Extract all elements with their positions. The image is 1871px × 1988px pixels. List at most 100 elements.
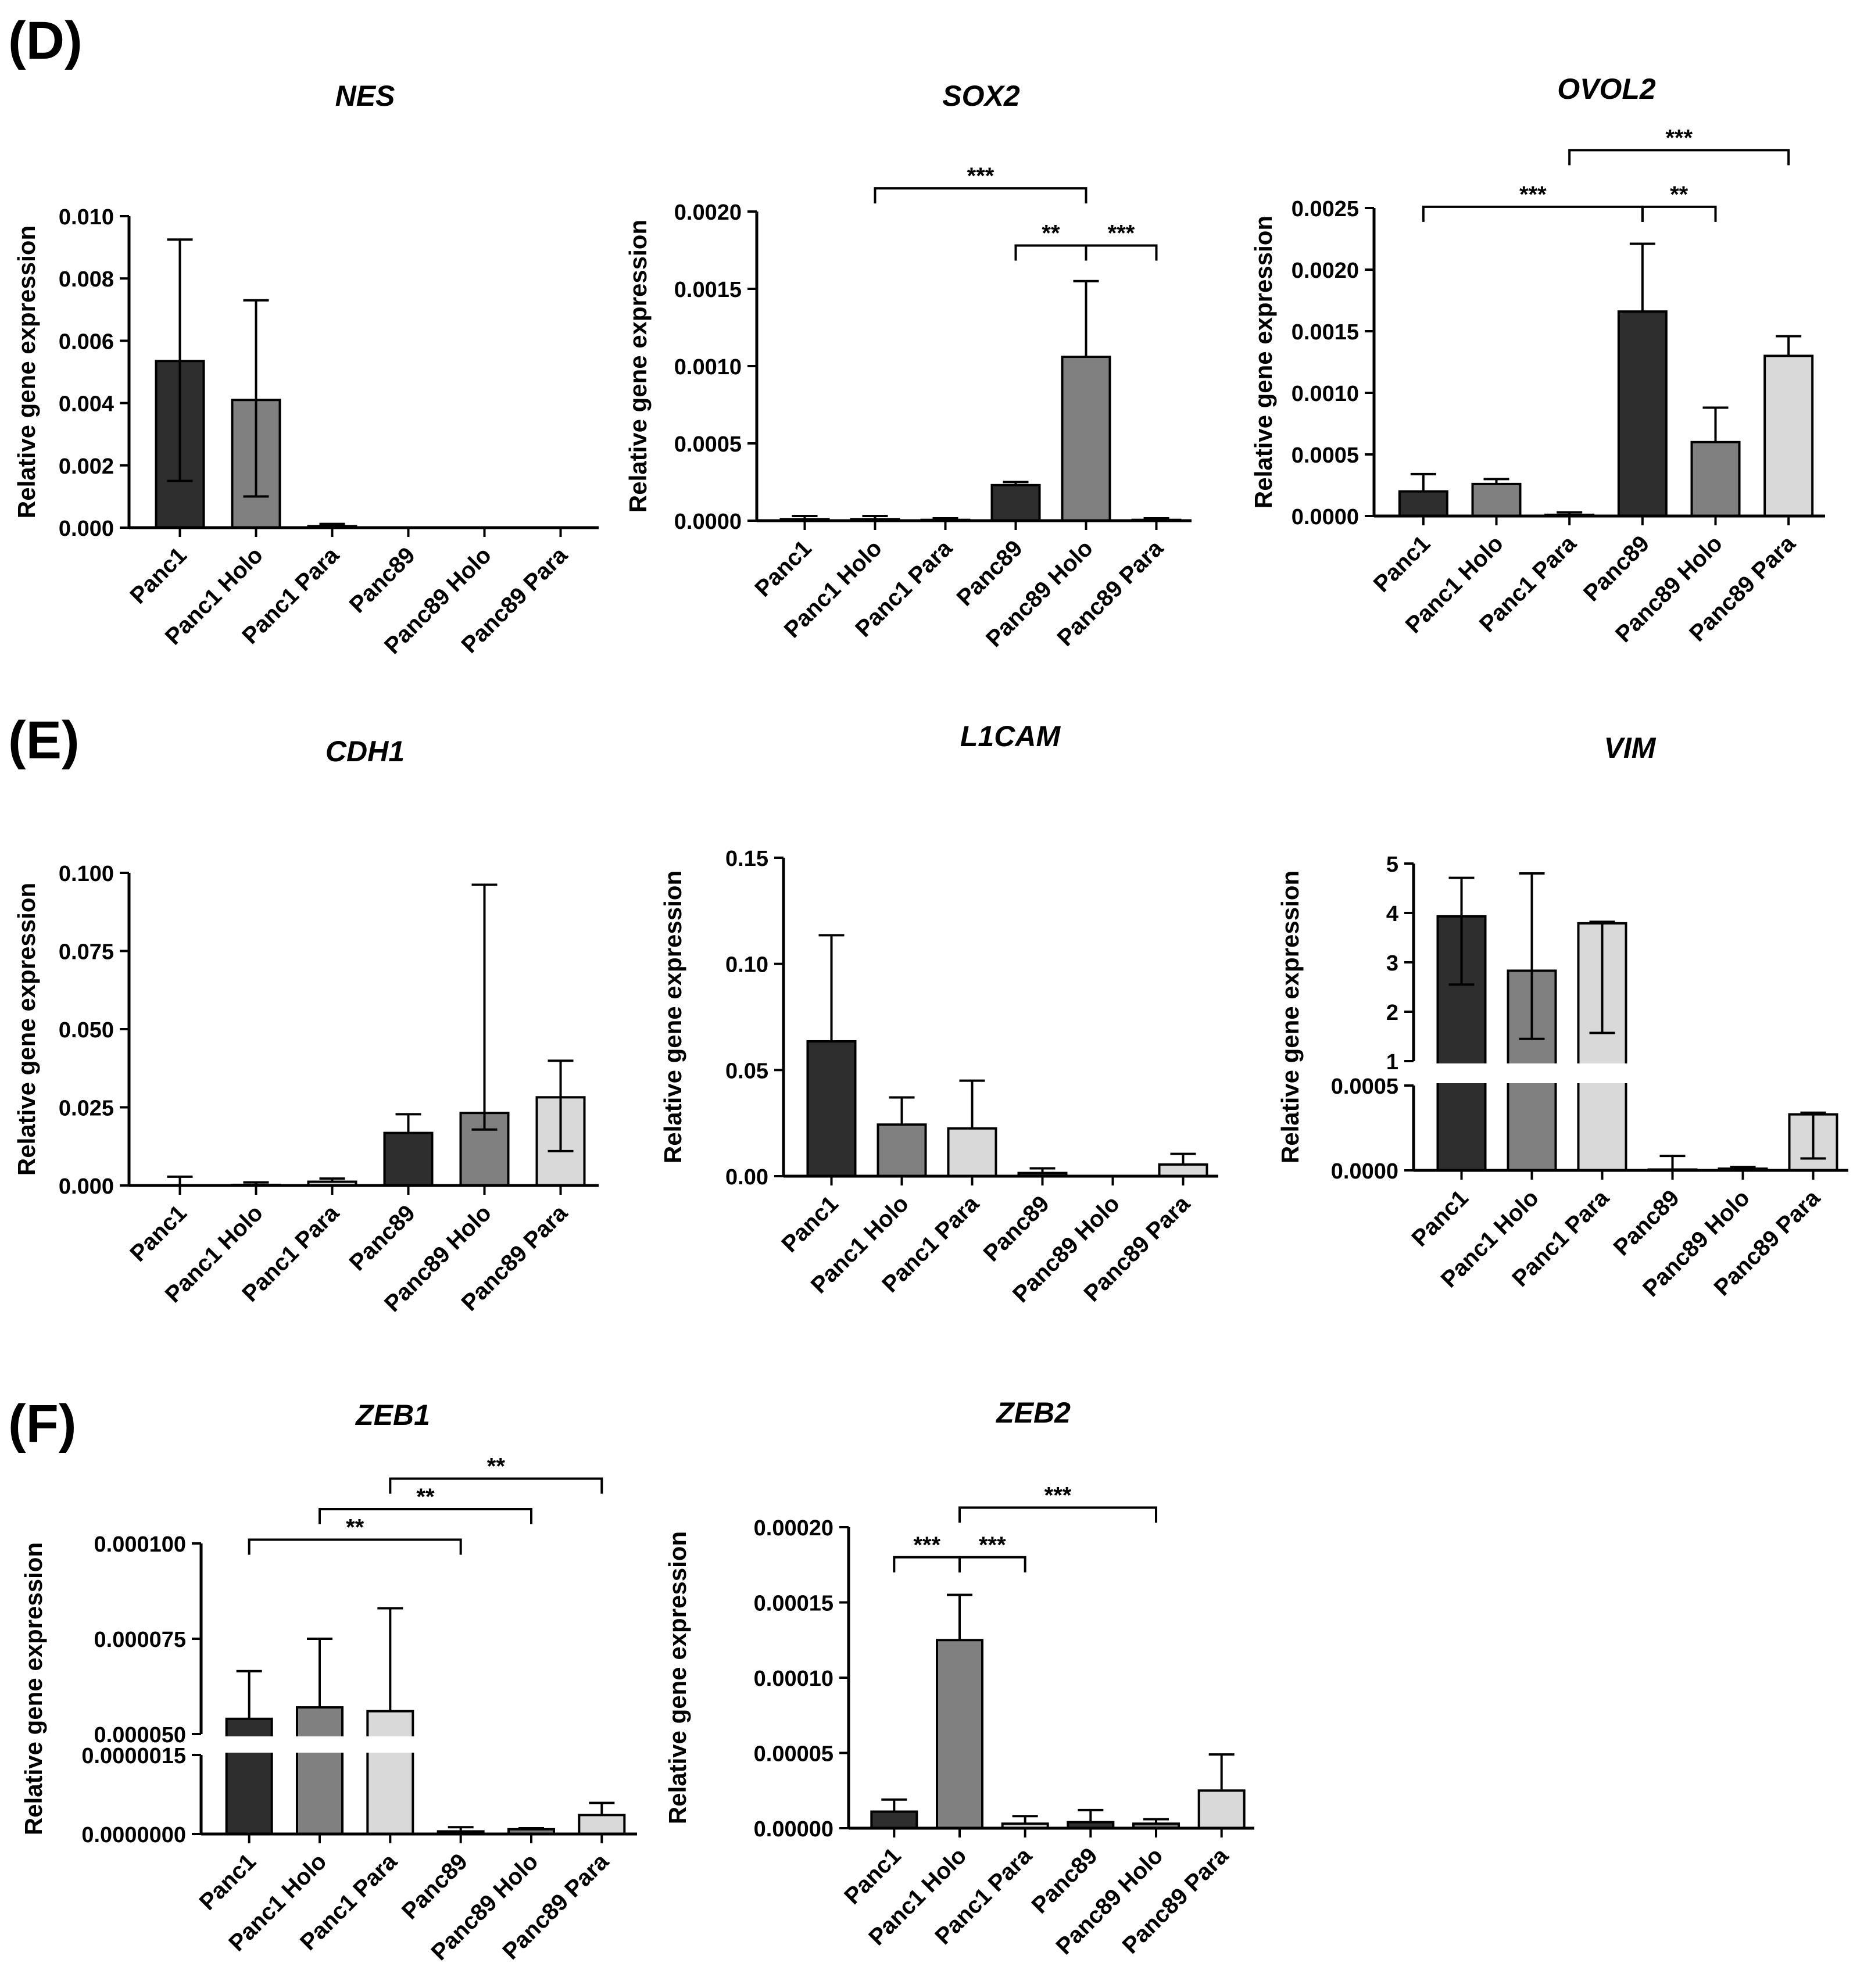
significance-bracket bbox=[1422, 205, 1644, 222]
y-tick-label: 0.0020 bbox=[1292, 259, 1359, 283]
significance-bracket bbox=[319, 1507, 532, 1524]
y-tick-label: 0.00005 bbox=[754, 1742, 833, 1767]
y-tick-label: 0.0010 bbox=[1292, 382, 1359, 406]
chart-zeb1: ZEB1 Relative gene expression 0.0000000 0.0… bbox=[20, 1399, 637, 1965]
y-tick-label: 0.0005 bbox=[1292, 443, 1359, 468]
chart-cdh1: CDH1 Relative gene expression 0.000 0.025 0.… bbox=[13, 735, 599, 1317]
chart-vim: VIM Relative gene expression 0.0000 0.00051… bbox=[1276, 732, 1848, 1302]
axis-break-gap bbox=[1405, 1063, 1848, 1083]
y-tick-label: 0.0010 bbox=[674, 355, 742, 379]
y-tick-label: 0.0005 bbox=[1331, 1074, 1398, 1099]
bar-panc89-para bbox=[1197, 1789, 1246, 1829]
y-axis-label: Relative gene expression bbox=[659, 871, 686, 1163]
bar-panc89 bbox=[383, 1131, 434, 1187]
significance-label: ** bbox=[1042, 221, 1060, 246]
y-axis-label: Relative gene expression bbox=[1250, 216, 1277, 508]
panel-label-e: (E) bbox=[8, 711, 80, 770]
significance-label: ** bbox=[346, 1514, 364, 1540]
x-tick-label: Panc89 bbox=[345, 1200, 420, 1276]
significance-label: *** bbox=[1044, 1482, 1072, 1508]
x-tick-label: Panc1 bbox=[1369, 531, 1435, 597]
y-tick-label: 0.100 bbox=[59, 862, 114, 886]
chart-l1cam: L1CAM Relative gene expression 0.00 0.05 0.1… bbox=[659, 720, 1218, 1308]
significance-label: *** bbox=[913, 1532, 940, 1558]
significance-bracket bbox=[248, 1538, 462, 1555]
x-tick-label: Panc1 bbox=[777, 1191, 843, 1257]
bar-panc89-holo bbox=[1061, 356, 1111, 522]
y-axis-label: Relative gene expression bbox=[13, 225, 40, 518]
y-tick-label: 5 bbox=[1386, 852, 1398, 877]
y-tick-label: 3 bbox=[1386, 951, 1398, 976]
bar-panc1-para bbox=[947, 1127, 997, 1178]
y-tick-label: 0.00015 bbox=[754, 1592, 833, 1616]
y-tick-label: 0.10 bbox=[725, 953, 768, 977]
significance-label: ** bbox=[487, 1453, 506, 1479]
y-tick-label: 0.0000000 bbox=[81, 1823, 186, 1847]
bar-panc1 bbox=[870, 1810, 918, 1830]
y-tick-label: 0.0015 bbox=[1292, 320, 1359, 345]
significance-bracket bbox=[1641, 205, 1717, 222]
axis-break-gap bbox=[193, 1736, 637, 1753]
chart-title: SOX2 bbox=[942, 80, 1020, 112]
y-tick-label: 0.000100 bbox=[94, 1532, 187, 1557]
y-tick-label: 1 bbox=[1386, 1050, 1398, 1074]
y-tick-label: 2 bbox=[1386, 1001, 1398, 1025]
chart-title: OVOL2 bbox=[1557, 73, 1656, 105]
chart-title: ZEB2 bbox=[995, 1396, 1071, 1429]
bar-panc89 bbox=[1617, 310, 1668, 518]
chart-nes: NES Relative gene expression 0.000 0.002 0.0… bbox=[13, 80, 599, 659]
bar-panc1 bbox=[1398, 490, 1448, 517]
significance-bracket bbox=[893, 1556, 961, 1573]
x-tick-label: Panc1 bbox=[750, 535, 816, 601]
y-tick-label: 0.00000 bbox=[754, 1817, 833, 1842]
chart-title: CDH1 bbox=[325, 735, 405, 768]
y-tick-label: 0.075 bbox=[59, 940, 114, 965]
bar-panc1 bbox=[806, 1040, 857, 1177]
chart-zeb2: ZEB2 Relative gene expression 0.00000 0.000… bbox=[664, 1396, 1254, 1960]
bar-panc1-para bbox=[366, 1710, 414, 1835]
significance-label: *** bbox=[979, 1532, 1006, 1558]
x-tick-label: Panc1 bbox=[195, 1849, 261, 1915]
bar-panc1-holo bbox=[936, 1639, 983, 1829]
significance-bracket bbox=[1014, 244, 1087, 261]
y-axis-label: Relative gene expression bbox=[664, 1531, 691, 1824]
y-tick-label: 0.0020 bbox=[674, 200, 742, 225]
bar-panc89-para bbox=[578, 1814, 626, 1836]
y-tick-label: 0.00010 bbox=[754, 1667, 833, 1691]
y-tick-label: 0.025 bbox=[59, 1097, 114, 1121]
y-tick-label: 0.002 bbox=[59, 454, 114, 479]
chart-title: VIM bbox=[1604, 732, 1657, 764]
x-tick-label: Panc1 bbox=[839, 1843, 906, 1909]
x-tick-label: Panc89 bbox=[1579, 531, 1654, 606]
y-tick-label: 0.0015 bbox=[674, 278, 742, 302]
y-tick-label: 0.004 bbox=[59, 392, 114, 417]
bar-panc1-holo bbox=[877, 1123, 927, 1177]
significance-label: *** bbox=[967, 163, 994, 189]
y-tick-label: 0.0000 bbox=[1292, 505, 1359, 529]
y-tick-label: 0.0025 bbox=[1292, 197, 1359, 221]
bar-panc89 bbox=[990, 483, 1041, 522]
significance-bracket bbox=[958, 1556, 1026, 1573]
y-tick-label: 0.010 bbox=[59, 205, 114, 230]
y-tick-label: 0.05 bbox=[725, 1059, 768, 1083]
significance-label: ** bbox=[1670, 182, 1688, 207]
y-axis-label: Relative gene expression bbox=[13, 883, 40, 1176]
y-tick-label: 0.00 bbox=[725, 1165, 768, 1190]
y-tick-label: 4 bbox=[1386, 902, 1398, 926]
y-tick-label: 0.0000 bbox=[674, 510, 742, 534]
significance-bracket bbox=[874, 187, 1087, 204]
bar-panc89-para bbox=[1763, 354, 1814, 518]
bar-panc1-holo bbox=[1471, 482, 1522, 518]
bar-panc1 bbox=[225, 1717, 273, 1836]
x-tick-label: Panc1 bbox=[1407, 1185, 1473, 1251]
bar-panc89-para bbox=[1158, 1163, 1208, 1177]
y-tick-label: 0.008 bbox=[59, 267, 114, 292]
y-tick-label: 0.000075 bbox=[94, 1628, 187, 1652]
y-axis-label: Relative gene expression bbox=[624, 220, 652, 513]
y-tick-label: 0.000050 bbox=[94, 1723, 187, 1747]
y-tick-label: 0.000 bbox=[59, 1174, 114, 1199]
panel-label-f: (F) bbox=[8, 1394, 77, 1453]
chart-sox2: SOX2 Relative gene expression 0.0000 0.0005… bbox=[624, 80, 1192, 652]
x-tick-label: Panc89 bbox=[345, 542, 420, 618]
